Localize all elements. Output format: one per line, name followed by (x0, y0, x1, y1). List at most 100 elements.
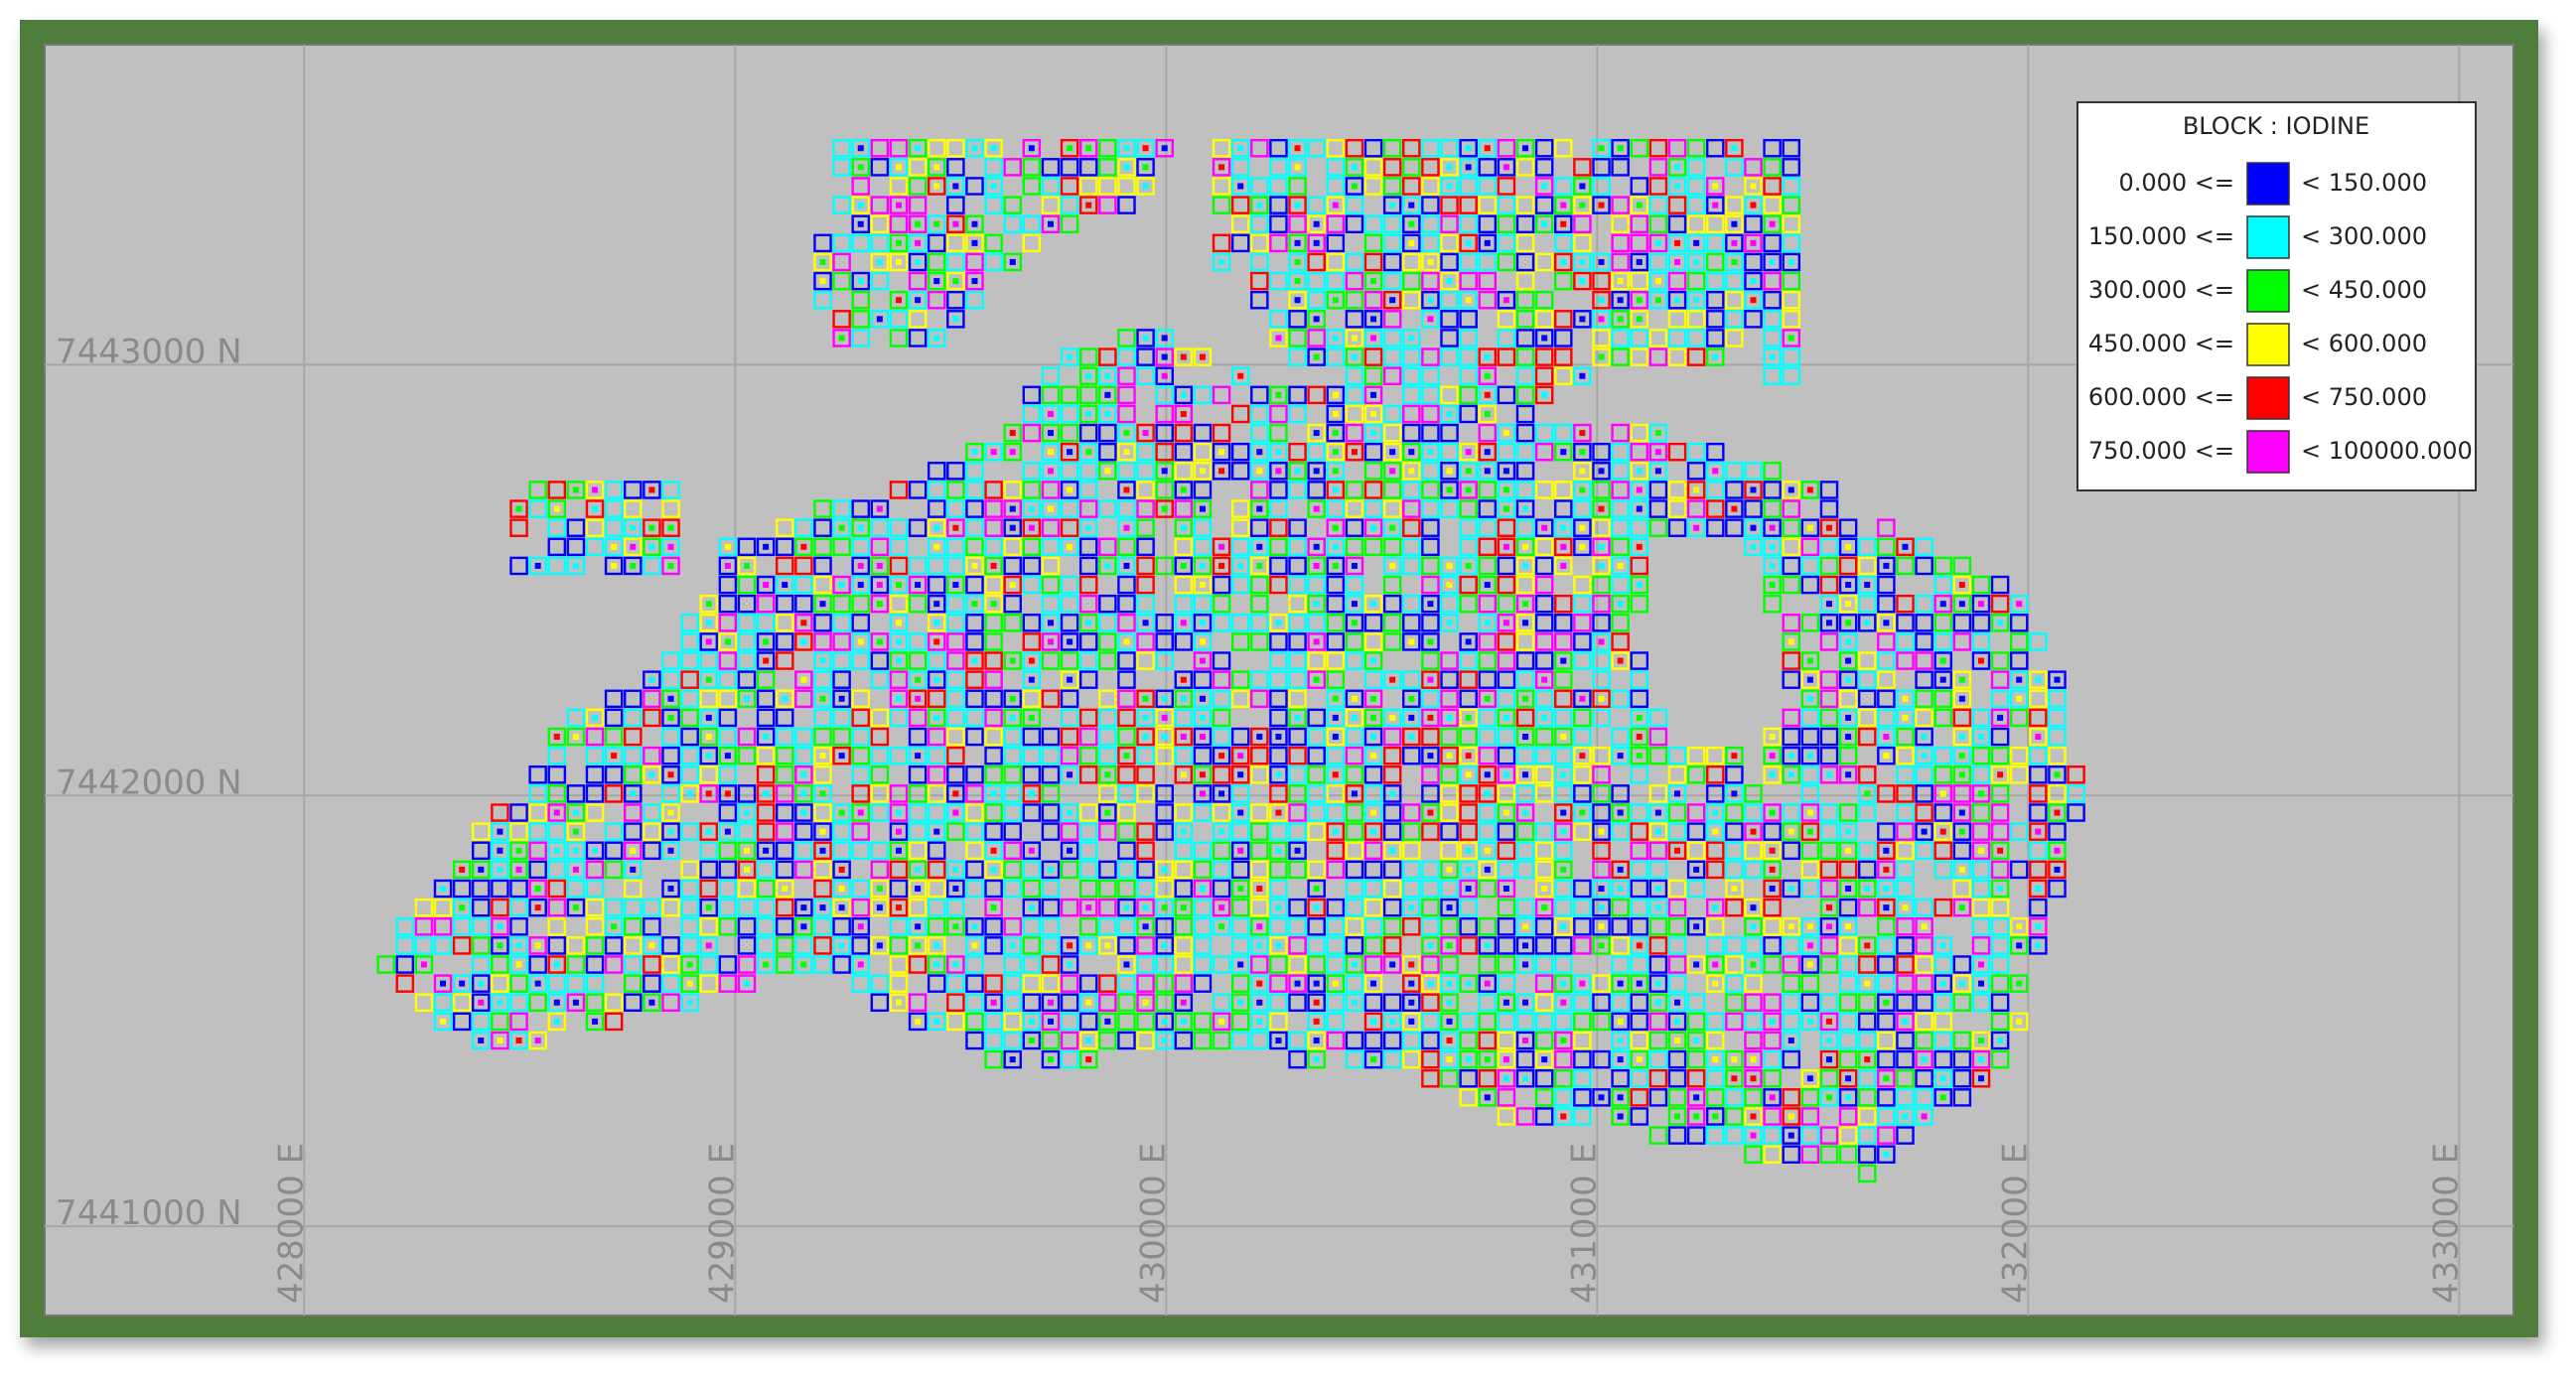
block-sample (1009, 942, 1016, 949)
block (1705, 233, 1725, 253)
block (1440, 614, 1459, 632)
block (1230, 537, 1250, 557)
block-sample (819, 258, 826, 265)
block-sample (1977, 734, 1984, 741)
block (604, 708, 624, 728)
block (1459, 594, 1478, 614)
block-sample (1598, 828, 1605, 835)
block-sample (1617, 886, 1624, 893)
block (1630, 575, 1649, 595)
block (1648, 290, 1668, 310)
block-sample (1958, 828, 1965, 835)
block (1174, 614, 1194, 632)
block (1440, 290, 1459, 310)
block (1763, 158, 1782, 177)
block (1534, 347, 1554, 366)
block-sample (1427, 638, 1434, 645)
block-sample (1104, 410, 1111, 417)
block (1857, 651, 1877, 670)
block (756, 632, 776, 651)
block (946, 670, 965, 689)
block (1686, 499, 1706, 518)
block (832, 252, 851, 272)
block (1648, 442, 1668, 462)
block (1363, 385, 1383, 405)
block (1363, 727, 1383, 747)
block (1326, 158, 1346, 177)
block (965, 594, 984, 614)
block (661, 556, 680, 576)
block (1022, 556, 1042, 576)
block-sample (1389, 524, 1396, 531)
block (1230, 670, 1250, 689)
block (1515, 196, 1535, 214)
block (1819, 632, 1839, 651)
block-sample (952, 886, 959, 893)
block-sample (800, 543, 807, 550)
block (1421, 632, 1440, 651)
block-sample (1085, 372, 1092, 379)
block (1497, 214, 1516, 233)
block (1250, 614, 1269, 632)
block (1421, 442, 1440, 462)
block (1592, 499, 1611, 518)
block (1003, 689, 1022, 709)
block-sample (971, 278, 978, 285)
block (1060, 537, 1079, 557)
block (1345, 499, 1364, 518)
block (1326, 746, 1346, 765)
block-sample (1845, 923, 1852, 930)
block (1269, 423, 1288, 443)
block (946, 518, 965, 537)
block (1155, 329, 1174, 347)
block (1060, 442, 1079, 462)
block (927, 329, 946, 347)
block (699, 746, 719, 765)
block-sample (1161, 335, 1168, 342)
block-sample (667, 828, 674, 835)
block (889, 614, 909, 632)
block-sample (1636, 202, 1643, 208)
block-sample (1067, 961, 1073, 968)
block (1098, 537, 1117, 557)
block (908, 594, 928, 614)
block-sample (1142, 183, 1149, 190)
block (1230, 404, 1250, 424)
block (2029, 632, 2048, 651)
block (1592, 708, 1611, 728)
legend-upper: < 450.000 (2301, 276, 2427, 304)
block-sample (705, 790, 712, 797)
block (1041, 594, 1061, 614)
block-sample (915, 886, 922, 893)
block (927, 158, 946, 177)
block-sample (1617, 1094, 1624, 1101)
block-sample (1541, 183, 1548, 190)
block-sample (1750, 1075, 1757, 1082)
block-sample (1275, 904, 1282, 911)
block-sample (2016, 1018, 2023, 1025)
block (1877, 518, 1896, 537)
block-sample (1883, 753, 1890, 760)
block-sample (1579, 449, 1586, 456)
block-sample (534, 942, 541, 949)
block (1326, 481, 1346, 499)
block-sample (895, 620, 902, 626)
block (1326, 442, 1346, 462)
block (832, 575, 851, 595)
block-sample (1465, 562, 1472, 569)
block (566, 727, 586, 747)
block (1915, 689, 1933, 709)
block (1041, 158, 1061, 177)
block (813, 499, 832, 518)
block (718, 708, 738, 728)
block-sample (1256, 468, 1263, 475)
block-sample (1541, 676, 1548, 683)
block (1782, 556, 1801, 576)
block (1877, 575, 1896, 595)
block (1497, 689, 1516, 709)
block (1269, 481, 1288, 499)
block-sample (1579, 486, 1586, 493)
block (1326, 462, 1346, 481)
block-sample (1636, 258, 1643, 265)
block (1478, 442, 1498, 462)
